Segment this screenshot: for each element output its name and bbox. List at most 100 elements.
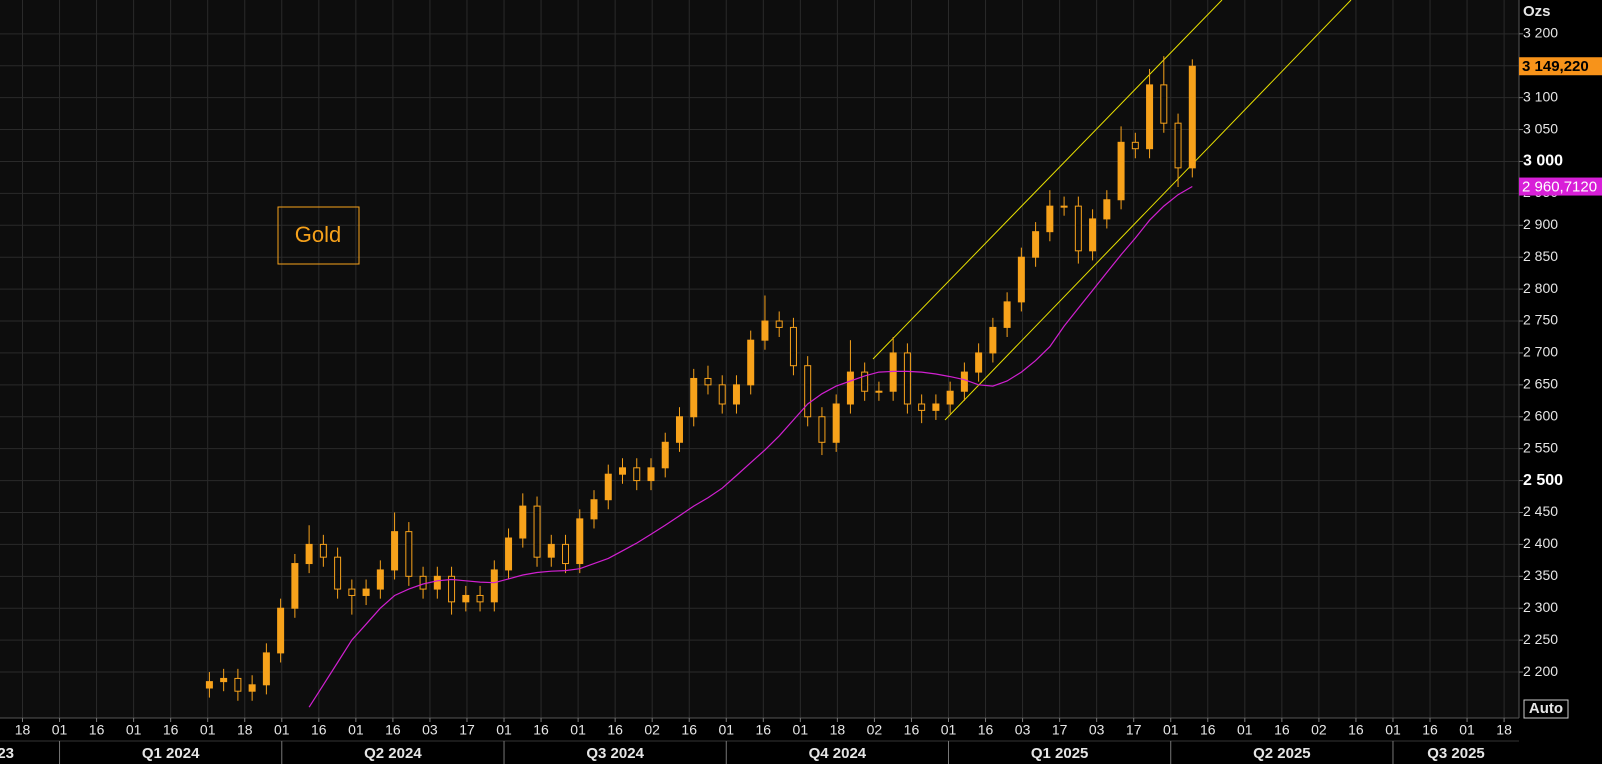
trend-channel-lower xyxy=(944,0,1352,421)
x-tick-label: 01 xyxy=(570,722,586,738)
y-tick-label: 2 400 xyxy=(1523,535,1558,551)
candle-body xyxy=(647,467,655,482)
candle-body xyxy=(732,384,740,405)
candle-body xyxy=(1032,231,1040,258)
y-tick-label: 2 900 xyxy=(1523,216,1558,232)
x-tick-label: 02 xyxy=(644,722,660,738)
y-tick-label: 2 550 xyxy=(1523,439,1558,455)
candle-body xyxy=(1146,84,1154,150)
x-tick-label: 16 xyxy=(607,722,623,738)
candle-body xyxy=(789,326,797,367)
candle-body xyxy=(1060,205,1068,208)
candle-body xyxy=(519,505,527,539)
x-tick-label: 01 xyxy=(1459,722,1475,738)
candle-body xyxy=(277,607,285,654)
x-tick-label: 03 xyxy=(1015,722,1031,738)
axes: 2 200 2 250 2 300 2 350 2 400 2 450 2 500 2 550… xyxy=(0,25,1602,764)
candle-body xyxy=(804,365,812,418)
annotation-box xyxy=(277,206,360,265)
candle-body xyxy=(946,390,954,405)
candle-body xyxy=(1131,141,1139,150)
candle-body xyxy=(248,684,256,692)
y-tick-label: 2 600 xyxy=(1523,407,1558,423)
x-tick-label: 17 xyxy=(459,722,475,738)
y-tick-label: 3 100 xyxy=(1523,88,1558,104)
candle-body xyxy=(619,467,627,475)
x-tick-label: 16 xyxy=(89,722,105,738)
quarter-label: Q3 2024 xyxy=(586,745,644,762)
price-tag-label: 3 149,220 xyxy=(1522,58,1589,75)
quarter-label: Q1 2024 xyxy=(142,745,200,762)
price-tag xyxy=(1519,177,1602,196)
auto-button[interactable] xyxy=(1523,699,1569,719)
candle-body xyxy=(1089,218,1097,252)
plot-background xyxy=(0,0,1519,718)
x-tick-label: 16 xyxy=(385,722,401,738)
x-tick-label: 01 xyxy=(200,722,216,738)
candle-body xyxy=(661,441,669,469)
x-tick-label: 16 xyxy=(978,722,994,738)
x-tick-label: 01 xyxy=(348,722,364,738)
quarter-label: 23 xyxy=(0,745,14,762)
x-tick-label: 01 xyxy=(274,722,290,738)
y-tick-label: 2 850 xyxy=(1523,248,1558,264)
candle-body xyxy=(205,681,213,689)
x-tick-label: 01 xyxy=(496,722,512,738)
candle-body xyxy=(1174,122,1182,169)
y-tick-label: 2 800 xyxy=(1523,280,1558,296)
candle-body xyxy=(633,467,641,482)
candle-body xyxy=(533,505,541,558)
y-tick-label: 3 050 xyxy=(1523,120,1558,136)
candle-body xyxy=(1188,65,1196,169)
y-tick-label: 3 200 xyxy=(1523,25,1558,41)
quarter-label: Q3 2025 xyxy=(1427,745,1485,762)
x-tick-label: 16 xyxy=(1274,722,1290,738)
x-tick-label: 17 xyxy=(1052,722,1068,738)
unit-label: Ozs xyxy=(1523,3,1551,20)
candle-body xyxy=(761,320,769,341)
price-tag-label: 2 960,7120 xyxy=(1522,179,1597,196)
candle-body xyxy=(547,543,555,558)
candle-body xyxy=(1003,301,1011,328)
x-tick-label: 16 xyxy=(1422,722,1438,738)
x-tick-label: 01 xyxy=(1385,722,1401,738)
candle-body xyxy=(305,543,313,565)
quarter-label: Q4 2024 xyxy=(809,745,867,762)
candle-body xyxy=(234,677,242,692)
x-tick-label: 16 xyxy=(681,722,697,738)
marks xyxy=(205,56,1196,708)
candle-body xyxy=(391,531,399,571)
candle-body xyxy=(590,499,598,520)
candle-body xyxy=(362,588,370,596)
candle-body xyxy=(1160,84,1168,124)
candle-body xyxy=(262,652,270,686)
x-tick-label: 02 xyxy=(867,722,883,738)
candle-body xyxy=(718,384,726,405)
x-tick-label: 01 xyxy=(1163,722,1179,738)
y-tick-label: 2 350 xyxy=(1523,567,1558,583)
annotation: Gold xyxy=(295,222,341,247)
x-tick-label: 16 xyxy=(1200,722,1216,738)
candle-body xyxy=(675,416,683,443)
moving-average xyxy=(308,185,1193,708)
auto-button-label[interactable]: Auto xyxy=(1529,700,1563,717)
x-tick-label: 18 xyxy=(830,722,846,738)
quarter-label: Q2 2024 xyxy=(364,745,422,762)
x-tick-label: 16 xyxy=(311,722,327,738)
x-tick-label: 18 xyxy=(237,722,253,738)
y-tick-label: 2 250 xyxy=(1523,631,1558,647)
candle-body xyxy=(405,531,413,577)
candle-body xyxy=(1074,205,1082,252)
x-tick-label: 01 xyxy=(52,722,68,738)
candle-body xyxy=(989,326,997,354)
candle-body xyxy=(448,575,456,603)
candle-body xyxy=(505,537,513,571)
candle-body xyxy=(604,473,612,501)
x-tick-label: 18 xyxy=(1496,722,1512,738)
candle-body xyxy=(704,377,712,386)
candle-body xyxy=(490,569,498,603)
candle-body xyxy=(319,543,327,558)
candle-body xyxy=(1017,256,1025,303)
x-tick-label: 01 xyxy=(941,722,957,738)
